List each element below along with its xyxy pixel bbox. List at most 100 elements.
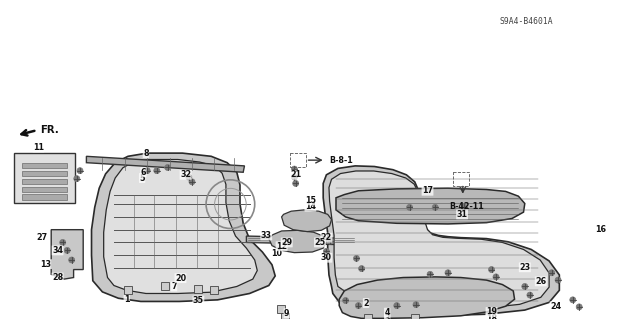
Text: 17: 17 bbox=[422, 186, 433, 195]
Polygon shape bbox=[339, 277, 515, 318]
Bar bbox=[211, 286, 218, 294]
Circle shape bbox=[576, 304, 582, 310]
Polygon shape bbox=[22, 179, 67, 184]
Text: 8: 8 bbox=[143, 149, 148, 158]
Text: 16: 16 bbox=[595, 225, 606, 234]
Text: 10: 10 bbox=[271, 249, 282, 258]
Circle shape bbox=[292, 181, 299, 186]
Text: 4: 4 bbox=[385, 308, 390, 317]
Text: 19: 19 bbox=[486, 308, 497, 316]
Text: 13: 13 bbox=[40, 260, 52, 269]
Circle shape bbox=[493, 274, 499, 280]
Circle shape bbox=[355, 303, 362, 308]
Bar bbox=[124, 286, 132, 294]
Bar bbox=[161, 281, 169, 290]
Text: 32: 32 bbox=[180, 170, 191, 179]
Circle shape bbox=[427, 271, 433, 277]
Circle shape bbox=[488, 267, 495, 272]
Circle shape bbox=[570, 297, 576, 303]
Circle shape bbox=[394, 303, 400, 308]
Bar bbox=[281, 313, 289, 319]
Circle shape bbox=[186, 174, 192, 180]
Text: 12: 12 bbox=[276, 242, 287, 251]
Text: 1: 1 bbox=[124, 295, 129, 304]
Text: 7: 7 bbox=[172, 282, 177, 291]
Circle shape bbox=[68, 257, 75, 263]
Polygon shape bbox=[22, 171, 67, 176]
Text: 35: 35 bbox=[193, 296, 204, 305]
Text: 24: 24 bbox=[550, 302, 561, 311]
Bar bbox=[453, 172, 468, 186]
Circle shape bbox=[291, 166, 298, 172]
Polygon shape bbox=[22, 194, 67, 200]
Circle shape bbox=[461, 204, 467, 210]
Circle shape bbox=[522, 284, 528, 289]
Text: 5: 5 bbox=[140, 174, 145, 182]
Text: 23: 23 bbox=[519, 263, 531, 272]
Polygon shape bbox=[323, 166, 559, 316]
Text: S9A4-B4601A: S9A4-B4601A bbox=[499, 17, 553, 26]
Text: 11: 11 bbox=[33, 143, 44, 152]
Text: 34: 34 bbox=[52, 246, 63, 255]
Text: 30: 30 bbox=[321, 253, 332, 262]
Circle shape bbox=[555, 277, 561, 283]
Circle shape bbox=[413, 302, 419, 308]
Text: 31: 31 bbox=[456, 210, 468, 219]
Polygon shape bbox=[86, 156, 244, 172]
Text: FR.: FR. bbox=[40, 125, 58, 135]
Circle shape bbox=[60, 240, 66, 245]
Text: B-42-11: B-42-11 bbox=[449, 202, 484, 211]
Bar bbox=[195, 285, 202, 293]
Polygon shape bbox=[246, 236, 357, 245]
Circle shape bbox=[291, 174, 298, 180]
Polygon shape bbox=[14, 153, 75, 203]
Polygon shape bbox=[22, 187, 67, 192]
Circle shape bbox=[353, 256, 360, 261]
Circle shape bbox=[358, 266, 365, 271]
Polygon shape bbox=[104, 160, 257, 293]
Circle shape bbox=[77, 168, 83, 174]
Text: 33: 33 bbox=[260, 231, 272, 240]
Text: 22: 22 bbox=[321, 233, 332, 242]
Circle shape bbox=[548, 270, 555, 276]
Text: 3: 3 bbox=[385, 314, 390, 319]
Text: 2: 2 bbox=[364, 299, 369, 308]
Bar bbox=[290, 153, 306, 167]
Text: 29: 29 bbox=[281, 238, 292, 247]
Text: B-8-1: B-8-1 bbox=[330, 156, 353, 165]
Circle shape bbox=[527, 292, 533, 298]
Text: 25: 25 bbox=[314, 238, 326, 247]
Bar bbox=[364, 314, 372, 319]
Polygon shape bbox=[51, 230, 83, 279]
Circle shape bbox=[323, 249, 330, 254]
Text: 21: 21 bbox=[290, 170, 301, 179]
Bar bbox=[411, 314, 419, 319]
Text: 26: 26 bbox=[535, 277, 547, 286]
Text: 28: 28 bbox=[52, 273, 63, 282]
Text: 15: 15 bbox=[305, 196, 316, 205]
Circle shape bbox=[74, 176, 80, 182]
Polygon shape bbox=[22, 163, 67, 168]
Circle shape bbox=[406, 204, 413, 210]
Circle shape bbox=[64, 248, 70, 253]
Polygon shape bbox=[282, 210, 332, 232]
Circle shape bbox=[164, 165, 171, 170]
Bar bbox=[277, 305, 285, 314]
Circle shape bbox=[342, 298, 349, 303]
Polygon shape bbox=[92, 153, 275, 301]
Circle shape bbox=[445, 270, 451, 276]
Text: 20: 20 bbox=[175, 274, 186, 283]
Text: 6: 6 bbox=[141, 168, 146, 177]
Text: 18: 18 bbox=[486, 314, 497, 319]
Polygon shape bbox=[329, 171, 549, 309]
Text: 27: 27 bbox=[36, 233, 48, 242]
Polygon shape bbox=[269, 230, 326, 253]
Polygon shape bbox=[336, 188, 525, 224]
Circle shape bbox=[432, 204, 438, 210]
Text: 9: 9 bbox=[284, 309, 289, 318]
Circle shape bbox=[327, 238, 333, 244]
Circle shape bbox=[144, 168, 150, 174]
Text: 14: 14 bbox=[305, 202, 316, 211]
Circle shape bbox=[189, 179, 195, 185]
Circle shape bbox=[154, 168, 160, 174]
